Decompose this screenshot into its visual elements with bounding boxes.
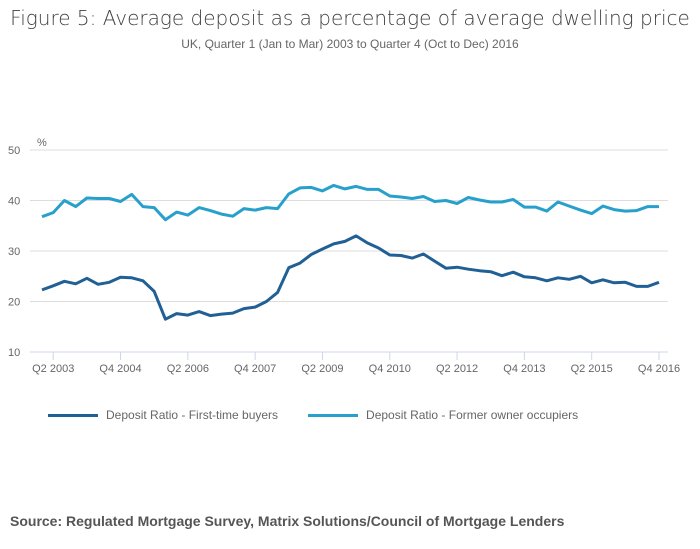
y-tick-label: 30 xyxy=(8,246,20,258)
y-axis-label: % xyxy=(37,137,47,149)
series-line-first-time-buyers xyxy=(41,234,660,321)
chart-title: Figure 5: Average deposit as a percentag… xyxy=(10,6,690,30)
legend-label: Deposit Ratio - Former owner occupiers xyxy=(366,408,579,422)
y-tick-label: 10 xyxy=(8,347,20,359)
x-tick-label: Q2 2012 xyxy=(436,363,478,375)
series-line-former-owner-occupiers xyxy=(41,183,659,222)
x-tick-label: Q4 2013 xyxy=(503,363,545,375)
chart-subtitle: UK, Quarter 1 (Jan to Mar) 2003 to Quart… xyxy=(181,37,519,51)
x-tick-label: Q2 2015 xyxy=(571,363,613,375)
x-tick-label: Q4 2016 xyxy=(638,363,680,375)
y-tick-label: 40 xyxy=(8,196,20,208)
legend: Deposit Ratio - First-time buyers Deposi… xyxy=(48,408,578,422)
x-tick-label: Q4 2004 xyxy=(99,363,141,375)
legend-item-former-owner-occupiers: Deposit Ratio - Former owner occupiers xyxy=(308,408,578,422)
x-tick-label: Q4 2010 xyxy=(369,363,411,375)
y-tick-label: 50 xyxy=(8,145,20,157)
source-note: Source: Regulated Mortgage Survey, Matri… xyxy=(10,513,565,529)
legend-label: Deposit Ratio - First-time buyers xyxy=(106,408,279,422)
y-tick-label: 20 xyxy=(8,297,20,309)
x-tick-label: Q2 2003 xyxy=(32,363,74,375)
x-tick-label: Q4 2007 xyxy=(234,363,276,375)
legend-swatch xyxy=(308,413,359,417)
line-chart: % 10 20 30 40 50 Q2 2003 Q4 2004 Q2 2006 Q4 2007… xyxy=(8,137,680,375)
legend-item-first-time-buyers: Deposit Ratio - First-time buyers xyxy=(48,408,278,422)
x-tick-label: Q2 2009 xyxy=(301,363,343,375)
legend-swatch xyxy=(48,413,98,417)
x-tick-label: Q2 2006 xyxy=(167,363,209,375)
